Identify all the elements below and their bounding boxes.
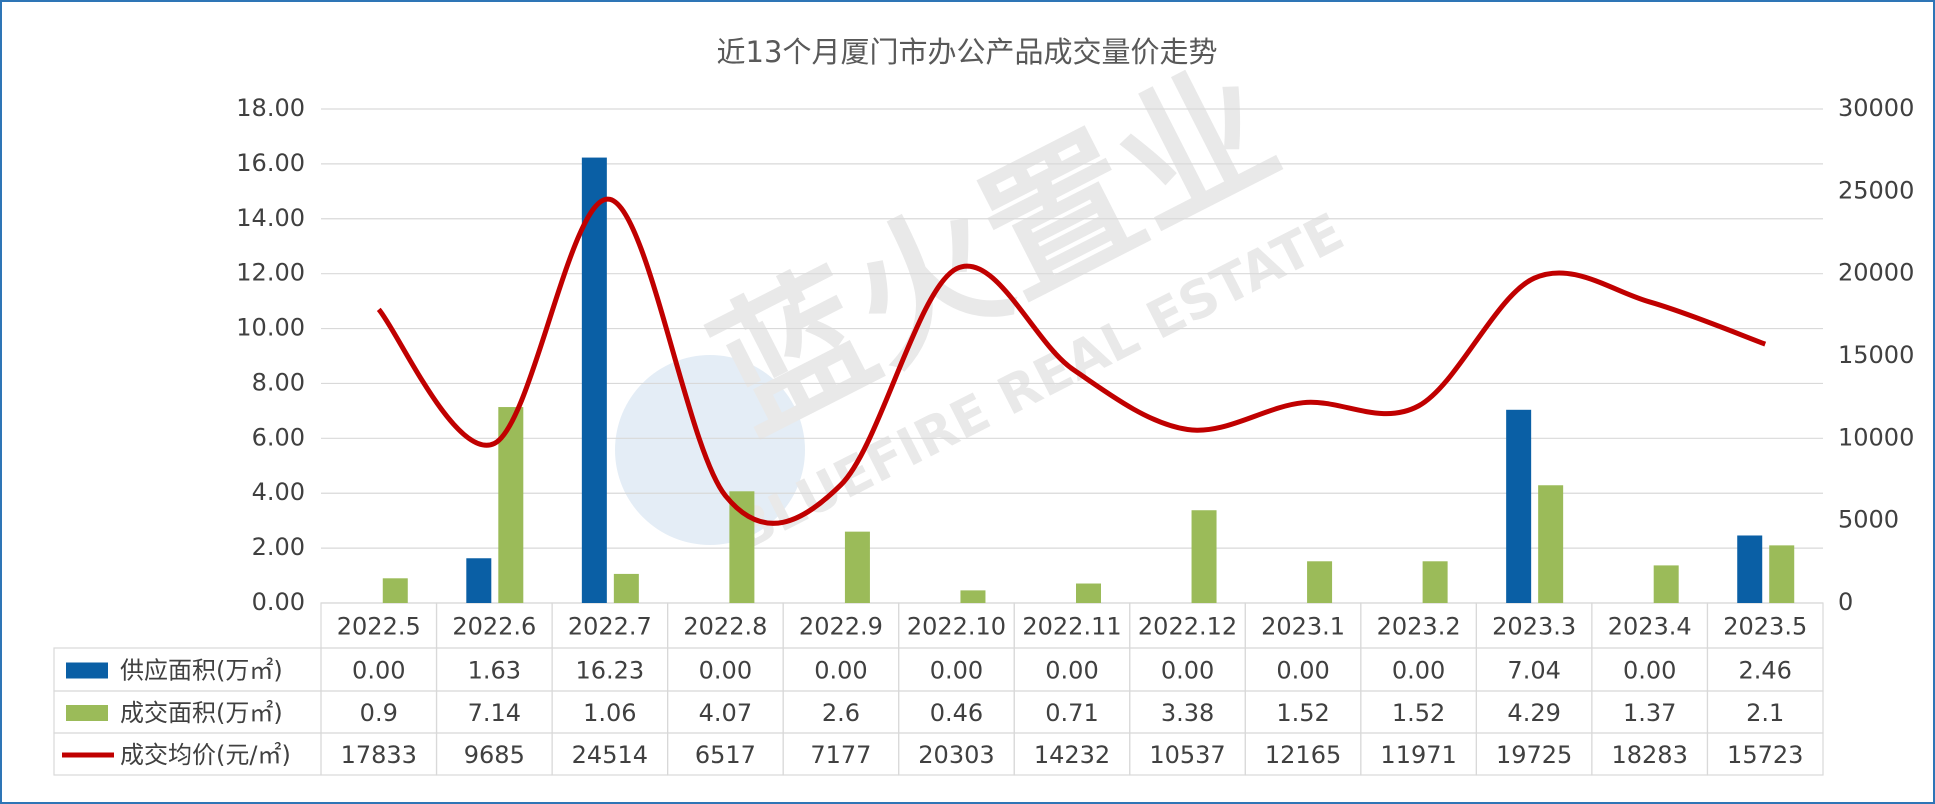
- table-value: 4.07: [699, 699, 752, 727]
- bar: [1737, 535, 1762, 603]
- x-tick-label: 2023.2: [1377, 613, 1461, 641]
- x-tick-label: 2022.8: [683, 613, 767, 641]
- table-value: 0.71: [1045, 699, 1098, 727]
- table-value: 20303: [918, 741, 994, 769]
- x-tick-label: 2022.6: [452, 613, 536, 641]
- bar: [1192, 510, 1217, 603]
- y-tick-label: 18.00: [236, 94, 305, 122]
- y-tick-label: 10.00: [236, 314, 305, 342]
- table-value: 0.00: [930, 657, 983, 685]
- legend-label: 成交均价(元/㎡): [120, 741, 291, 769]
- y-tick-label: 14.00: [236, 204, 305, 232]
- table-value: 2.46: [1739, 657, 1792, 685]
- x-tick-label: 2022.9: [799, 613, 883, 641]
- table-value: 17833: [341, 741, 417, 769]
- table-value: 0.9: [360, 699, 398, 727]
- y-tick-label: 4.00: [252, 478, 305, 506]
- bar: [614, 574, 639, 603]
- bar: [1538, 485, 1563, 603]
- y2-tick-label: 25000: [1838, 176, 1914, 204]
- y2-tick-label: 30000: [1838, 94, 1914, 122]
- table-value: 0.00: [1623, 657, 1676, 685]
- x-tick-label: 2022.5: [337, 613, 421, 641]
- y2-tick-label: 5000: [1838, 506, 1899, 534]
- table-value: 3.38: [1161, 699, 1214, 727]
- table-value: 2.6: [822, 699, 860, 727]
- bar: [845, 532, 870, 603]
- table-value: 14232: [1034, 741, 1110, 769]
- table-value: 0.46: [930, 699, 983, 727]
- table-value: 0.00: [699, 657, 752, 685]
- table-value: 0.00: [814, 657, 867, 685]
- table-value: 1.06: [583, 699, 636, 727]
- table-value: 18283: [1612, 741, 1688, 769]
- table-value: 7.04: [1507, 657, 1560, 685]
- x-tick-label: 2022.10: [907, 613, 1006, 641]
- table-value: 9685: [464, 741, 525, 769]
- y-tick-label: 6.00: [252, 423, 305, 451]
- table-value: 11971: [1380, 741, 1456, 769]
- table-value: 1.52: [1276, 699, 1329, 727]
- y-tick-label: 0.00: [252, 588, 305, 616]
- bar: [960, 590, 985, 603]
- table-value: 10537: [1149, 741, 1225, 769]
- bar: [1506, 410, 1531, 603]
- x-tick-label: 2023.3: [1492, 613, 1576, 641]
- bar: [1423, 561, 1448, 603]
- y-tick-label: 16.00: [236, 149, 305, 177]
- table-value: 1.52: [1392, 699, 1445, 727]
- legend-swatch: [66, 663, 108, 679]
- table-value: 19725: [1496, 741, 1572, 769]
- chart: 蓝火置业 BLUEFIRE REAL ESTATE 近13个月厦门市办公产品成交…: [0, 0, 1935, 804]
- x-tick-label: 2023.1: [1261, 613, 1345, 641]
- table-value: 0.00: [1045, 657, 1098, 685]
- table-value: 0.00: [352, 657, 405, 685]
- y-tick-label: 8.00: [252, 368, 305, 396]
- table-value: 0.00: [1392, 657, 1445, 685]
- table-value: 1.63: [468, 657, 521, 685]
- legend-label: 成交面积(万㎡): [120, 699, 283, 727]
- x-tick-label: 2023.4: [1608, 613, 1692, 641]
- legend-swatch: [66, 705, 108, 721]
- table-value: 1.37: [1623, 699, 1676, 727]
- table-value: 2.1: [1746, 699, 1784, 727]
- bar: [1654, 565, 1679, 603]
- chart-title: 近13个月厦门市办公产品成交量价走势: [717, 35, 1218, 69]
- bar: [1769, 545, 1794, 603]
- bar: [1076, 584, 1101, 603]
- y-tick-label: 12.00: [236, 259, 305, 287]
- table-value: 6517: [695, 741, 756, 769]
- table-value: 4.29: [1507, 699, 1560, 727]
- table-value: 7.14: [468, 699, 521, 727]
- table-value: 12165: [1265, 741, 1341, 769]
- legend-label: 供应面积(万㎡): [120, 657, 283, 685]
- y2-tick-label: 10000: [1838, 423, 1914, 451]
- bar: [729, 491, 754, 603]
- x-tick-label: 2022.12: [1138, 613, 1237, 641]
- table-value: 0.00: [1161, 657, 1214, 685]
- x-tick-label: 2023.5: [1723, 613, 1807, 641]
- y2-tick-label: 0: [1838, 588, 1853, 616]
- bar: [383, 578, 408, 603]
- table-value: 7177: [810, 741, 871, 769]
- bar: [466, 558, 491, 603]
- table-value: 0.00: [1276, 657, 1329, 685]
- table-value: 16.23: [575, 657, 644, 685]
- bar: [1307, 561, 1332, 603]
- x-tick-label: 2022.7: [568, 613, 652, 641]
- x-tick-label: 2022.11: [1022, 613, 1121, 641]
- table-value: 24514: [572, 741, 648, 769]
- table-value: 15723: [1727, 741, 1803, 769]
- y2-tick-label: 20000: [1838, 259, 1914, 287]
- y-tick-label: 2.00: [252, 533, 305, 561]
- y2-tick-label: 15000: [1838, 341, 1914, 369]
